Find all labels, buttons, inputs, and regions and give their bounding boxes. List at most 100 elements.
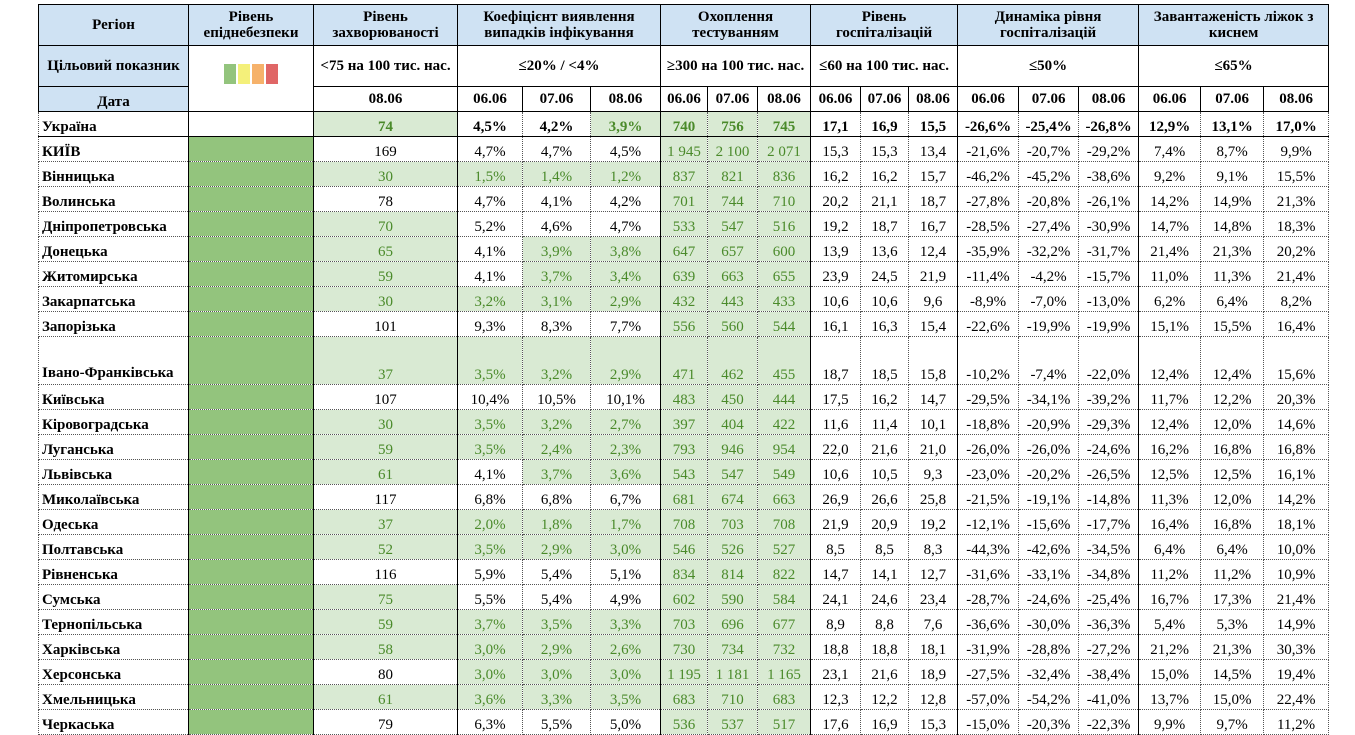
testing-value: 526 [707, 534, 758, 560]
oxygen-beds-value: 14,5% [1200, 659, 1265, 685]
hosp-dynamics-value: -19,9% [1078, 311, 1140, 337]
table-row: Полтавська 52 3,5% 2,9% 3,0% 546 526 527 8,5 8,5 8… [38, 534, 1330, 560]
positivity-value: 2,7% [590, 409, 661, 435]
hosp-dynamics-value: -26,8% [1078, 111, 1140, 137]
hosp-dynamics-value: -20,2% [1018, 459, 1080, 485]
testing-value: 590 [707, 584, 758, 610]
region-name: Київська [38, 384, 189, 410]
hosp-dynamics-value: -29,2% [1078, 136, 1140, 162]
testing-value: 397 [660, 409, 708, 435]
oxygen-beds-value: 9,9% [1263, 136, 1330, 162]
oxygen-beds-value: 16,2% [1138, 434, 1202, 460]
positivity-value: 3,0% [522, 659, 591, 685]
hosp-dynamics-value: -4,2% [1018, 261, 1080, 287]
testing-value: 547 [707, 211, 758, 237]
testing-value: 954 [756, 434, 812, 460]
hospitalization-value: 8,5 [860, 534, 910, 560]
target-incidence: <75 на 100 тис. нас. [313, 45, 458, 87]
header-testing: Охоплення тестуванням [659, 4, 812, 46]
date-cell: 08.06 [1078, 86, 1140, 112]
hospitalization-value: 21,9 [908, 261, 959, 287]
region-name: Сумська [38, 584, 189, 610]
oxygen-beds-value: 6,4% [1138, 534, 1202, 560]
hosp-dynamics-value: -15,6% [1018, 509, 1080, 535]
table-row: Рівненська 116 5,9% 5,4% 5,1% 834 814 822 14,7 14… [38, 559, 1330, 585]
hospitalization-value: 8,9 [810, 609, 862, 635]
hospitalization-value: 13,6 [860, 236, 910, 262]
positivity-value: 5,2% [457, 211, 523, 237]
hospitalization-value: 12,3 [810, 684, 862, 710]
table-row: Івано-Франківська 37 3,5% 3,2% 2,9% 471 462 455… [38, 336, 1330, 385]
positivity-value: 4,2% [522, 111, 591, 137]
region-name: Одеська [38, 509, 189, 535]
incidence-value: 74 [313, 111, 458, 137]
hospitalization-value: 18,8 [810, 634, 862, 660]
testing-value: 450 [707, 384, 758, 410]
hosp-dynamics-value: -10,2% [957, 336, 1020, 385]
testing-value: 433 [756, 286, 812, 312]
hospitalization-value: 12,4 [908, 236, 959, 262]
region-name: Львівська [38, 459, 189, 485]
hosp-dynamics-value: -29,5% [957, 384, 1020, 410]
date-cell: 07.06 [707, 86, 758, 112]
testing-value: 674 [707, 484, 758, 510]
date-cell: 07.06 [522, 86, 591, 112]
hosp-dynamics-value: -28,5% [957, 211, 1020, 237]
positivity-value: 1,8% [522, 509, 591, 535]
oxygen-beds-value: 15,5% [1263, 161, 1330, 187]
positivity-value: 4,1% [457, 261, 523, 287]
positivity-value: 4,1% [457, 236, 523, 262]
oxygen-beds-value: 18,1% [1263, 509, 1330, 535]
testing-value: 730 [660, 634, 708, 660]
oxygen-beds-value: 16,7% [1138, 584, 1202, 610]
positivity-value: 4,7% [457, 186, 523, 212]
incidence-value: 169 [313, 136, 458, 162]
oxygen-beds-value: 14,9% [1200, 186, 1265, 212]
hosp-dynamics-value: -17,7% [1078, 509, 1140, 535]
region-name: Вінницька [38, 161, 189, 187]
oxygen-beds-value: 21,4% [1138, 236, 1202, 262]
oxygen-beds-value: 8,7% [1200, 136, 1265, 162]
region-name: Україна [38, 111, 189, 137]
danger-level-indicator [188, 311, 314, 337]
oxygen-beds-value: 15,5% [1200, 311, 1265, 337]
hosp-dynamics-value: -31,7% [1078, 236, 1140, 262]
positivity-value: 3,3% [590, 609, 661, 635]
date-cell: 06.06 [457, 86, 523, 112]
hosp-dynamics-value: -24,6% [1078, 434, 1140, 460]
oxygen-beds-value: 14,7% [1138, 211, 1202, 237]
region-name: Тернопільська [38, 609, 189, 635]
hospitalization-value: 23,4 [908, 584, 959, 610]
oxygen-beds-value: 14,6% [1263, 409, 1330, 435]
testing-value: 639 [660, 261, 708, 287]
danger-level-indicator [188, 584, 314, 610]
region-name: Кіровоградська [38, 409, 189, 435]
hospitalization-value: 20,2 [810, 186, 862, 212]
hospitalization-value: 18,9 [908, 659, 959, 685]
hospitalization-value: 17,6 [810, 709, 862, 735]
hospitalization-value: 7,6 [908, 609, 959, 635]
incidence-value: 80 [313, 659, 458, 685]
testing-value: 560 [707, 311, 758, 337]
testing-value: 543 [660, 459, 708, 485]
hosp-dynamics-value: -7,4% [1018, 336, 1080, 385]
region-name: Донецька [38, 236, 189, 262]
positivity-value: 8,3% [522, 311, 591, 337]
positivity-value: 5,4% [522, 559, 591, 585]
testing-value: 422 [756, 409, 812, 435]
region-name: Дніпропетровська [38, 211, 189, 237]
oxygen-beds-value: 14,8% [1200, 211, 1265, 237]
positivity-value: 5,1% [590, 559, 661, 585]
danger-level-indicator [188, 236, 314, 262]
positivity-value: 3,3% [522, 684, 591, 710]
positivity-value: 4,1% [522, 186, 591, 212]
hospitalization-value: 23,1 [810, 659, 862, 685]
region-name: КИЇВ [38, 136, 189, 162]
oxygen-beds-value: 15,0% [1200, 684, 1265, 710]
hospitalization-value: 10,6 [810, 286, 862, 312]
target-row: Цільовий показник <75 на 100 тис. нас. ≤… [38, 45, 1330, 112]
hosp-dynamics-value: -41,0% [1078, 684, 1140, 710]
hospitalization-value: 10,6 [810, 459, 862, 485]
positivity-value: 2,9% [590, 286, 661, 312]
table-row: Одеська 37 2,0% 1,8% 1,7% 708 703 708 21,9 20,9 19… [38, 509, 1330, 535]
